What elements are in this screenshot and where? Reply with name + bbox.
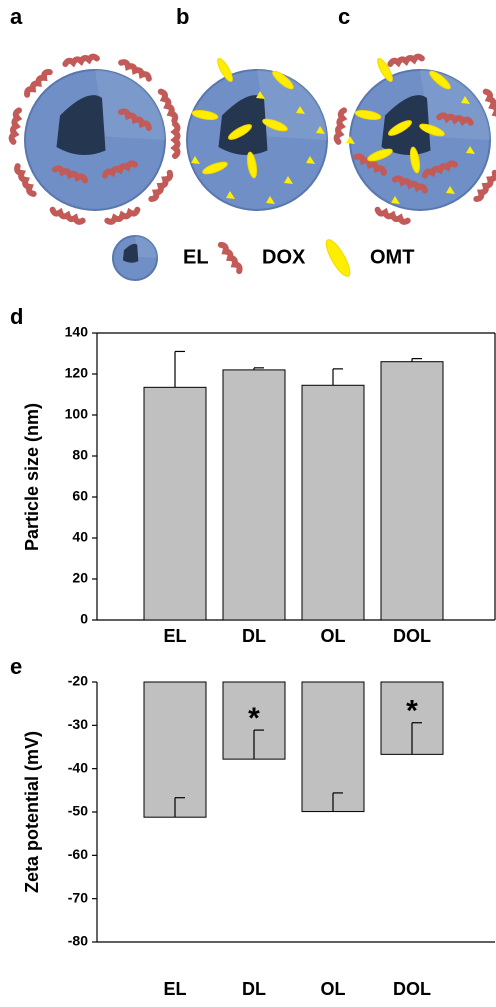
bar — [223, 370, 285, 620]
bar — [144, 682, 206, 817]
omt-molecule — [322, 237, 354, 279]
y-tick-label: 60 — [72, 488, 88, 504]
dox-molecule — [107, 210, 138, 223]
error-bar — [175, 351, 185, 387]
x-tick-label: DL — [242, 626, 266, 646]
liposome-shade — [135, 236, 157, 258]
y-tick-label: -80 — [68, 933, 88, 949]
illustration — [11, 56, 496, 280]
panel-label: e — [10, 654, 22, 679]
y-tick-label: 80 — [72, 447, 88, 463]
significance-mark: * — [406, 695, 418, 728]
dox-molecule — [486, 91, 496, 121]
x-tick-label: EL — [163, 979, 186, 999]
y-tick-label: -30 — [68, 716, 88, 732]
dox-molecule — [377, 210, 408, 223]
y-tick-label: -20 — [68, 673, 88, 689]
dox-molecule — [65, 56, 97, 64]
legend-label: OMT — [370, 246, 414, 268]
x-tick-label: OL — [321, 979, 346, 999]
legend-label: EL — [183, 246, 209, 268]
bar — [302, 385, 364, 620]
liposome-shade — [257, 70, 327, 140]
y-tick-label: 140 — [65, 324, 89, 340]
x-tick-label: DOL — [393, 626, 431, 646]
bar — [381, 362, 443, 620]
dox-molecule — [390, 56, 422, 64]
y-tick-label: -40 — [68, 759, 88, 775]
panel-label: b — [176, 4, 189, 29]
dox-molecule — [11, 110, 19, 142]
panel-label: c — [338, 4, 350, 29]
dox-molecule — [221, 243, 241, 271]
dox-molecule — [52, 210, 83, 223]
legend-label: DOX — [262, 246, 306, 268]
x-tick-label: EL — [163, 626, 186, 646]
bar — [302, 682, 364, 812]
liposome-shade — [95, 70, 165, 140]
y-tick-label: -50 — [68, 803, 88, 819]
panel-label: a — [10, 4, 23, 29]
figure: a b c EL DOX OMT d Particle size (nm) 0 20 4… — [0, 0, 496, 1007]
y-tick-label: -60 — [68, 846, 88, 862]
error-bar — [333, 369, 343, 385]
y-tick-label: -70 — [68, 889, 88, 905]
y-tick-label: 40 — [72, 529, 88, 545]
y-axis-label: Particle size (nm) — [22, 403, 42, 551]
significance-mark: * — [248, 702, 260, 735]
x-tick-label: DOL — [393, 979, 431, 999]
x-tick-label: OL — [321, 626, 346, 646]
y-tick-label: 0 — [80, 611, 88, 627]
y-tick-label: 20 — [72, 570, 88, 586]
bar — [144, 387, 206, 620]
dox-molecule — [336, 110, 344, 142]
y-tick-label: 120 — [65, 365, 89, 381]
y-tick-label: 100 — [65, 406, 89, 422]
y-axis-label: Zeta potential (mV) — [22, 731, 42, 893]
panel-label: d — [10, 304, 23, 329]
dox-molecule — [161, 91, 177, 121]
dox-molecule — [175, 124, 178, 156]
x-tick-label: DL — [242, 979, 266, 999]
